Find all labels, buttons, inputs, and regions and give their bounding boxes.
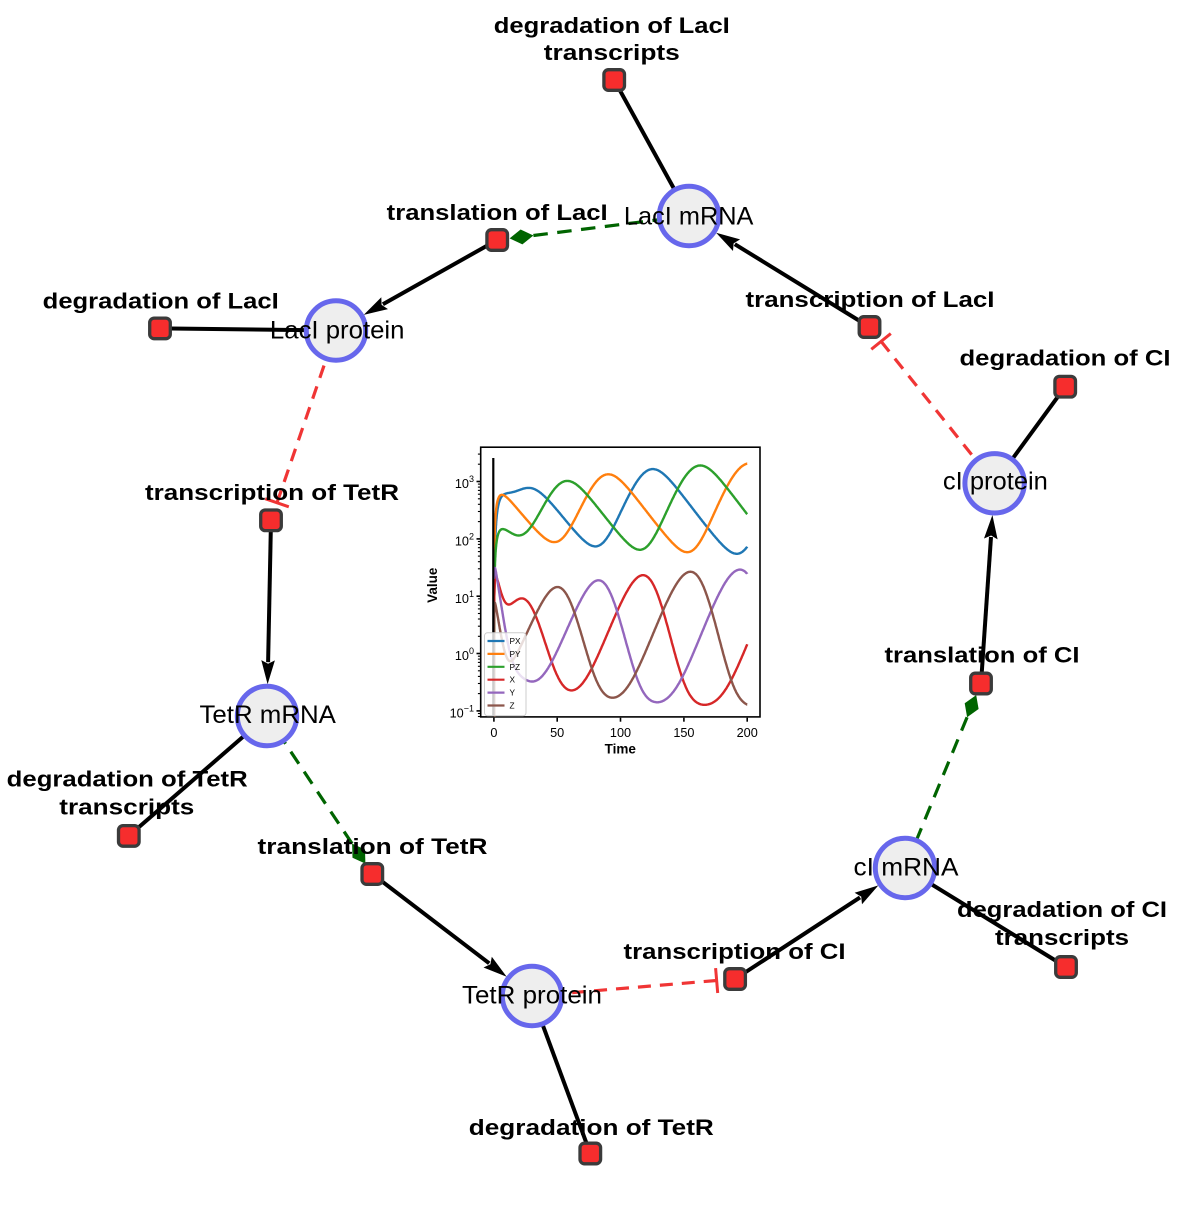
svg-text:transcripts: transcripts <box>995 925 1129 950</box>
svg-text:PX: PX <box>510 636 522 646</box>
svg-text:degradation of CI: degradation of CI <box>957 897 1167 922</box>
svg-text:X: X <box>510 675 516 685</box>
svg-text:degradation of CI: degradation of CI <box>960 346 1171 371</box>
svg-text:Value: Value <box>425 567 440 603</box>
svg-text:translation of TetR: translation of TetR <box>258 834 488 859</box>
svg-text:PZ: PZ <box>510 662 521 672</box>
svg-text:degradation of TetR: degradation of TetR <box>469 1115 714 1140</box>
svg-text:transcripts: transcripts <box>544 40 680 65</box>
svg-text:cI protein: cI protein <box>943 468 1048 496</box>
svg-text:degradation of LacI: degradation of LacI <box>43 288 279 313</box>
svg-text:transcription of CI: transcription of CI <box>624 939 846 964</box>
svg-text:degradation of LacI: degradation of LacI <box>494 13 730 38</box>
svg-text:transcription of LacI: transcription of LacI <box>746 287 995 312</box>
svg-text:LacI protein: LacI protein <box>270 316 405 344</box>
svg-text:translation of LacI: translation of LacI <box>387 200 608 225</box>
svg-text:Time: Time <box>605 741 637 756</box>
svg-text:150: 150 <box>673 726 694 740</box>
svg-text:translation of CI: translation of CI <box>885 643 1080 668</box>
svg-text:100: 100 <box>610 726 631 740</box>
svg-text:0: 0 <box>490 726 497 740</box>
svg-text:PY: PY <box>510 649 522 659</box>
svg-text:degradation of TetR: degradation of TetR <box>7 767 248 792</box>
svg-text:TetR protein: TetR protein <box>462 982 602 1010</box>
svg-text:Z: Z <box>510 701 515 711</box>
svg-text:transcripts: transcripts <box>59 794 194 819</box>
svg-text:LacI mRNA: LacI mRNA <box>624 203 754 231</box>
svg-text:200: 200 <box>737 726 758 740</box>
svg-text:transcription of TetR: transcription of TetR <box>145 480 399 505</box>
svg-text:cI mRNA: cI mRNA <box>854 854 959 882</box>
svg-text:TetR mRNA: TetR mRNA <box>200 701 337 729</box>
svg-text:Y: Y <box>510 688 516 698</box>
svg-text:50: 50 <box>550 726 564 740</box>
